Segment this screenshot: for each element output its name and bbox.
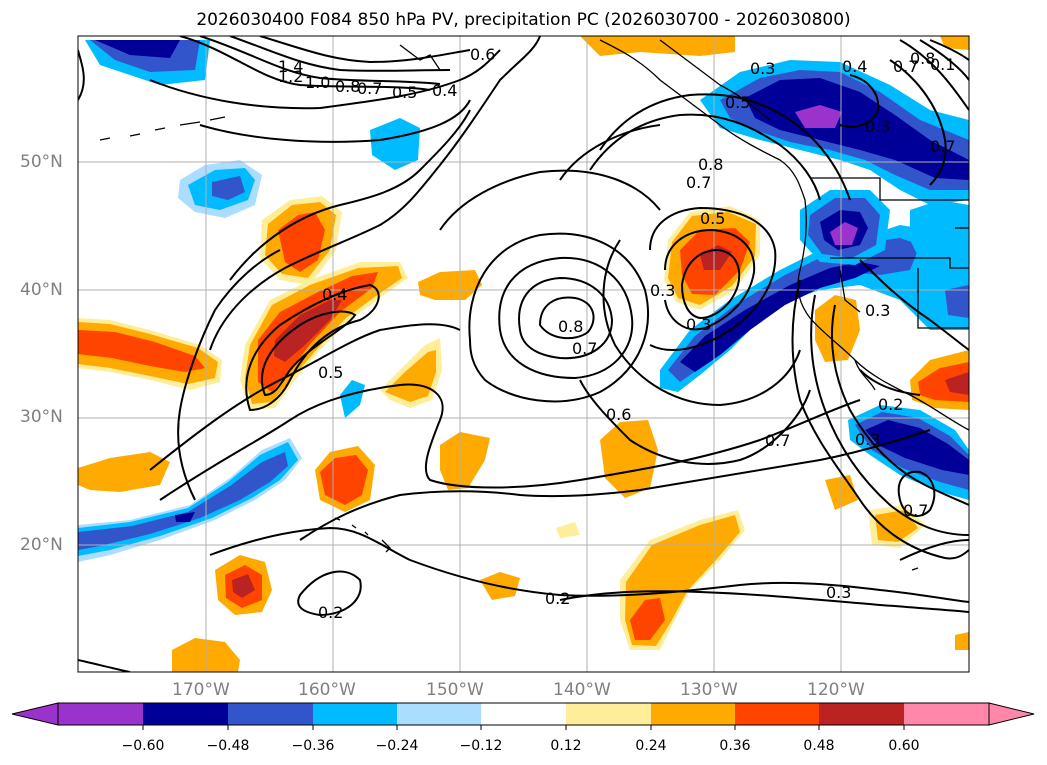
contour-label: 0.2: [318, 603, 343, 622]
contour-label: 0.8: [910, 49, 935, 68]
colorbar-tick-label: 0.24: [635, 738, 667, 754]
lat-tick-label: 40°N: [20, 280, 63, 300]
contour-label: 0.1: [930, 55, 955, 74]
contour-label: 0.7: [893, 57, 918, 76]
colorbar-tick-label: 0.60: [888, 738, 920, 754]
contour-label: 0.8: [558, 317, 583, 336]
colorbar-tick-label: −0.24: [375, 738, 419, 754]
contour-label: 0.3: [750, 59, 775, 78]
colorbar-bin: [397, 703, 481, 725]
contour-label: 0.5: [318, 363, 343, 382]
contour-label: 1.2: [278, 67, 303, 86]
lon-tick-label: 140°W: [553, 680, 611, 700]
colorbar-bin: [651, 703, 735, 725]
contour-label: 0.7: [357, 79, 382, 98]
contour-label: 0.3: [865, 117, 890, 136]
map-frame: [77, 35, 970, 673]
contour-label: 0.5: [725, 93, 750, 112]
contour-label: 0.3: [650, 281, 675, 300]
precip-shading: [78, 36, 969, 672]
colorbar-bin: [735, 703, 819, 725]
lon-tick-label: 130°W: [680, 680, 738, 700]
contour-label: 0.7: [765, 431, 790, 450]
lat-tick-label: 30°N: [20, 407, 63, 427]
colorbar-tick-label: −0.48: [206, 738, 250, 754]
lon-tick-label: 120°W: [807, 680, 865, 700]
lon-tick-label: 170°W: [172, 680, 230, 700]
colorbar-extend-high: [988, 702, 1035, 726]
contour-label: 0.7: [686, 173, 711, 192]
contour-label: 1.0: [305, 73, 330, 92]
contour-label: 0.3: [855, 430, 880, 449]
contour-label: 0.7: [930, 137, 955, 156]
colorbar-bin: [143, 703, 228, 725]
contour-label: 0.6: [606, 405, 631, 424]
colorbar-bin: [313, 703, 397, 725]
contour-label: 0.5: [700, 209, 725, 228]
colorbar-tick-label: 0.48: [803, 738, 835, 754]
contour-label: 0.7: [903, 501, 928, 520]
contour-label: 0.8: [335, 77, 360, 96]
lon-tick-label: 160°W: [298, 680, 356, 700]
colorbar-extend-low: [11, 702, 59, 726]
contour-label: 0.2: [545, 589, 570, 608]
colorbar-tick-label: 0.36: [719, 738, 751, 754]
contour-label: 0.2: [878, 395, 903, 414]
colorbar-tick-label: −0.12: [459, 738, 503, 754]
contour-label: 0.3: [865, 301, 890, 320]
lon-tick-label: 150°W: [426, 680, 484, 700]
colorbar-tick-label: −0.60: [121, 738, 165, 754]
colorbar-tick-label: −0.36: [291, 738, 335, 754]
colorbar-frame: [57, 702, 990, 726]
colorbar-bin: [228, 703, 313, 725]
colorbar-bin: [481, 703, 566, 725]
coastlines: [99, 39, 969, 571]
contour-labels: 1.4 1.2 1.0 0.8 0.7 0.5 0.4 0.6 0.3 0.4 …: [278, 45, 955, 622]
contour-label: 0.4: [322, 285, 347, 304]
contour-label: 0.7: [572, 339, 597, 358]
lat-tick-label: 20°N: [20, 535, 63, 555]
contour-label: 0.3: [826, 583, 851, 602]
contour-label: 0.8: [698, 155, 723, 174]
contour-label: 0.4: [842, 57, 867, 76]
colorbar-bin: [904, 703, 989, 725]
contour-label: 0.3: [686, 315, 711, 334]
colorbar: [11, 702, 1035, 730]
contour-label: 1.4: [278, 57, 303, 76]
lat-tick-label: 50°N: [20, 152, 63, 172]
colorbar-tick-label: 0.12: [550, 738, 582, 754]
chart-title: 2026030400 F084 850 hPa PV, precipitatio…: [196, 10, 851, 30]
map-content: [78, 36, 969, 672]
colorbar-bin: [819, 703, 904, 725]
contour-label: 0.6: [470, 45, 495, 64]
contour-label: 0.4: [432, 81, 457, 100]
colorbar-bin: [58, 703, 143, 725]
colorbar-bin: [566, 703, 651, 725]
contour-label: 0.5: [392, 83, 417, 102]
